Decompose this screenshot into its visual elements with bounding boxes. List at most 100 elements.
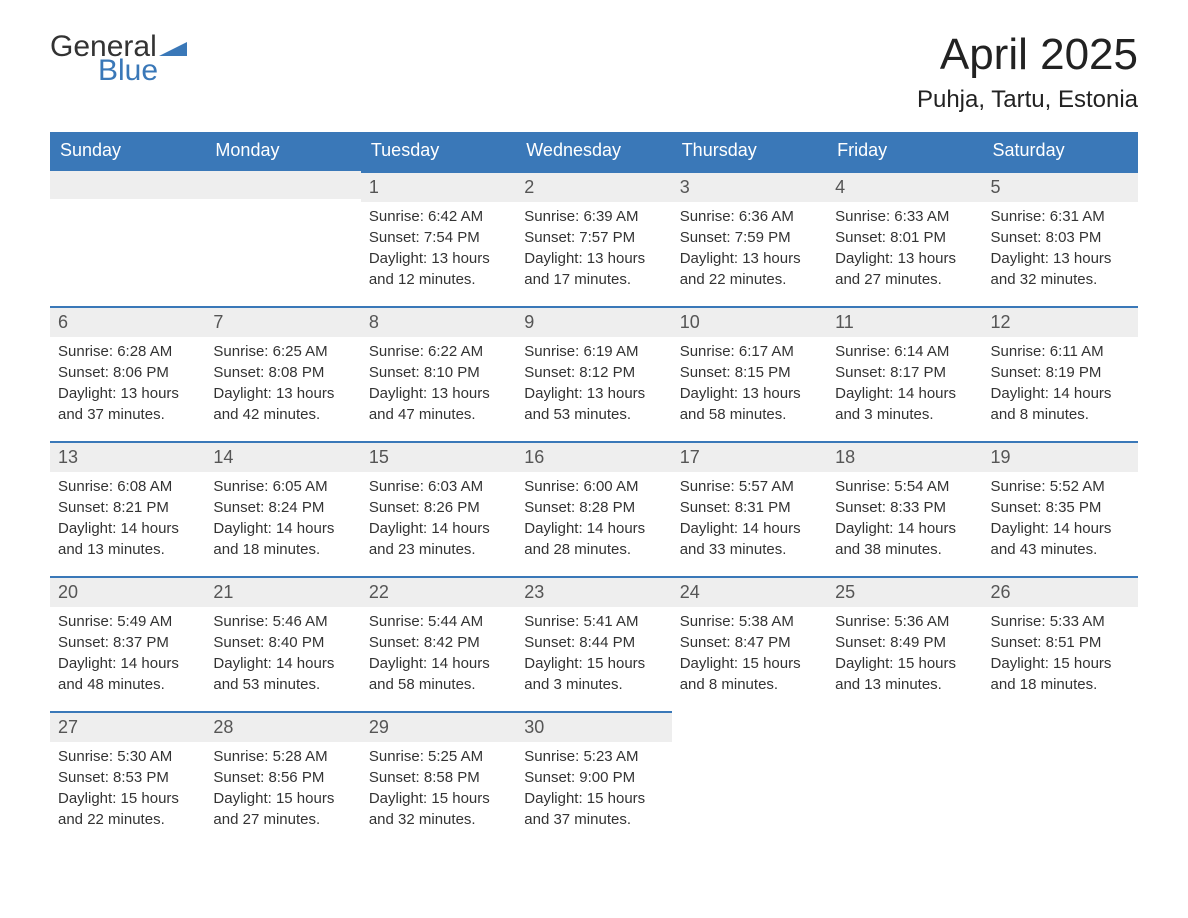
sunrise-text: Sunrise: 6:17 AM <box>680 341 819 362</box>
day-header-monday: Monday <box>205 132 360 171</box>
day-number: 1 <box>361 171 516 202</box>
daylight-text-1: Daylight: 15 hours <box>680 653 819 674</box>
day-cell: 29Sunrise: 5:25 AMSunset: 8:58 PMDayligh… <box>361 711 516 838</box>
day-cell: 6Sunrise: 6:28 AMSunset: 8:06 PMDaylight… <box>50 306 205 433</box>
day-number: 27 <box>50 711 205 742</box>
calendar: Sunday Monday Tuesday Wednesday Thursday… <box>50 132 1138 838</box>
day-number: 15 <box>361 441 516 472</box>
sunset-text: Sunset: 8:06 PM <box>58 362 197 383</box>
sunset-text: Sunset: 8:03 PM <box>991 227 1130 248</box>
daylight-text-2: and 32 minutes. <box>991 269 1130 290</box>
day-number: 17 <box>672 441 827 472</box>
daylight-text-2: and 33 minutes. <box>680 539 819 560</box>
sunset-text: Sunset: 8:40 PM <box>213 632 352 653</box>
day-content: Sunrise: 5:33 AMSunset: 8:51 PMDaylight:… <box>983 607 1138 703</box>
day-number: 22 <box>361 576 516 607</box>
day-content: Sunrise: 6:05 AMSunset: 8:24 PMDaylight:… <box>205 472 360 568</box>
day-cell: 17Sunrise: 5:57 AMSunset: 8:31 PMDayligh… <box>672 441 827 568</box>
sunset-text: Sunset: 8:49 PM <box>835 632 974 653</box>
day-number: 4 <box>827 171 982 202</box>
day-cell: 22Sunrise: 5:44 AMSunset: 8:42 PMDayligh… <box>361 576 516 703</box>
day-content: Sunrise: 6:08 AMSunset: 8:21 PMDaylight:… <box>50 472 205 568</box>
day-content: Sunrise: 5:25 AMSunset: 8:58 PMDaylight:… <box>361 742 516 838</box>
sunrise-text: Sunrise: 5:36 AM <box>835 611 974 632</box>
sunset-text: Sunset: 8:10 PM <box>369 362 508 383</box>
day-header-wednesday: Wednesday <box>516 132 671 171</box>
day-cell: 27Sunrise: 5:30 AMSunset: 8:53 PMDayligh… <box>50 711 205 838</box>
day-content: Sunrise: 5:46 AMSunset: 8:40 PMDaylight:… <box>205 607 360 703</box>
day-content: Sunrise: 6:22 AMSunset: 8:10 PMDaylight:… <box>361 337 516 433</box>
day-cell: 26Sunrise: 5:33 AMSunset: 8:51 PMDayligh… <box>983 576 1138 703</box>
daylight-text-1: Daylight: 15 hours <box>991 653 1130 674</box>
day-cell <box>672 711 827 838</box>
sunrise-text: Sunrise: 6:28 AM <box>58 341 197 362</box>
sunset-text: Sunset: 7:59 PM <box>680 227 819 248</box>
daylight-text-2: and 13 minutes. <box>835 674 974 695</box>
day-content: Sunrise: 5:30 AMSunset: 8:53 PMDaylight:… <box>50 742 205 838</box>
day-number: 30 <box>516 711 671 742</box>
week-row: 6Sunrise: 6:28 AMSunset: 8:06 PMDaylight… <box>50 306 1138 433</box>
day-number-empty <box>983 711 1138 739</box>
day-number-empty <box>827 711 982 739</box>
sunset-text: Sunset: 8:12 PM <box>524 362 663 383</box>
day-cell: 16Sunrise: 6:00 AMSunset: 8:28 PMDayligh… <box>516 441 671 568</box>
sunrise-text: Sunrise: 5:44 AM <box>369 611 508 632</box>
daylight-text-2: and 58 minutes. <box>369 674 508 695</box>
sunrise-text: Sunrise: 5:49 AM <box>58 611 197 632</box>
daylight-text-2: and 27 minutes. <box>835 269 974 290</box>
daylight-text-1: Daylight: 14 hours <box>991 383 1130 404</box>
daylight-text-2: and 37 minutes. <box>58 404 197 425</box>
day-cell <box>50 171 205 298</box>
day-cell: 24Sunrise: 5:38 AMSunset: 8:47 PMDayligh… <box>672 576 827 703</box>
daylight-text-1: Daylight: 14 hours <box>835 518 974 539</box>
daylight-text-1: Daylight: 15 hours <box>835 653 974 674</box>
daylight-text-1: Daylight: 14 hours <box>213 518 352 539</box>
sunrise-text: Sunrise: 6:22 AM <box>369 341 508 362</box>
day-cell: 1Sunrise: 6:42 AMSunset: 7:54 PMDaylight… <box>361 171 516 298</box>
day-header-row: Sunday Monday Tuesday Wednesday Thursday… <box>50 132 1138 171</box>
day-number: 5 <box>983 171 1138 202</box>
week-row: 13Sunrise: 6:08 AMSunset: 8:21 PMDayligh… <box>50 441 1138 568</box>
sunrise-text: Sunrise: 5:57 AM <box>680 476 819 497</box>
sunset-text: Sunset: 8:56 PM <box>213 767 352 788</box>
day-cell: 13Sunrise: 6:08 AMSunset: 8:21 PMDayligh… <box>50 441 205 568</box>
sunrise-text: Sunrise: 5:23 AM <box>524 746 663 767</box>
sunset-text: Sunset: 9:00 PM <box>524 767 663 788</box>
daylight-text-2: and 28 minutes. <box>524 539 663 560</box>
day-content: Sunrise: 6:25 AMSunset: 8:08 PMDaylight:… <box>205 337 360 433</box>
day-content: Sunrise: 6:28 AMSunset: 8:06 PMDaylight:… <box>50 337 205 433</box>
sunrise-text: Sunrise: 6:39 AM <box>524 206 663 227</box>
day-cell: 15Sunrise: 6:03 AMSunset: 8:26 PMDayligh… <box>361 441 516 568</box>
daylight-text-2: and 8 minutes. <box>991 404 1130 425</box>
day-cell: 10Sunrise: 6:17 AMSunset: 8:15 PMDayligh… <box>672 306 827 433</box>
day-content: Sunrise: 5:52 AMSunset: 8:35 PMDaylight:… <box>983 472 1138 568</box>
sunset-text: Sunset: 8:53 PM <box>58 767 197 788</box>
sunset-text: Sunset: 8:28 PM <box>524 497 663 518</box>
sunrise-text: Sunrise: 6:00 AM <box>524 476 663 497</box>
day-content: Sunrise: 5:41 AMSunset: 8:44 PMDaylight:… <box>516 607 671 703</box>
logo: General Blue <box>50 30 187 88</box>
day-header-friday: Friday <box>827 132 982 171</box>
day-content: Sunrise: 5:54 AMSunset: 8:33 PMDaylight:… <box>827 472 982 568</box>
daylight-text-2: and 53 minutes. <box>213 674 352 695</box>
sunset-text: Sunset: 8:08 PM <box>213 362 352 383</box>
daylight-text-1: Daylight: 15 hours <box>524 788 663 809</box>
daylight-text-2: and 53 minutes. <box>524 404 663 425</box>
daylight-text-1: Daylight: 14 hours <box>369 518 508 539</box>
day-number: 24 <box>672 576 827 607</box>
day-header-saturday: Saturday <box>983 132 1138 171</box>
sunrise-text: Sunrise: 5:28 AM <box>213 746 352 767</box>
sunrise-text: Sunrise: 6:33 AM <box>835 206 974 227</box>
daylight-text-2: and 13 minutes. <box>58 539 197 560</box>
sunrise-text: Sunrise: 6:25 AM <box>213 341 352 362</box>
day-content: Sunrise: 5:28 AMSunset: 8:56 PMDaylight:… <box>205 742 360 838</box>
day-cell <box>205 171 360 298</box>
daylight-text-1: Daylight: 13 hours <box>58 383 197 404</box>
day-number: 18 <box>827 441 982 472</box>
sunrise-text: Sunrise: 6:05 AM <box>213 476 352 497</box>
daylight-text-2: and 48 minutes. <box>58 674 197 695</box>
daylight-text-1: Daylight: 15 hours <box>58 788 197 809</box>
sunrise-text: Sunrise: 6:03 AM <box>369 476 508 497</box>
month-title: April 2025 <box>917 30 1138 80</box>
day-header-tuesday: Tuesday <box>361 132 516 171</box>
